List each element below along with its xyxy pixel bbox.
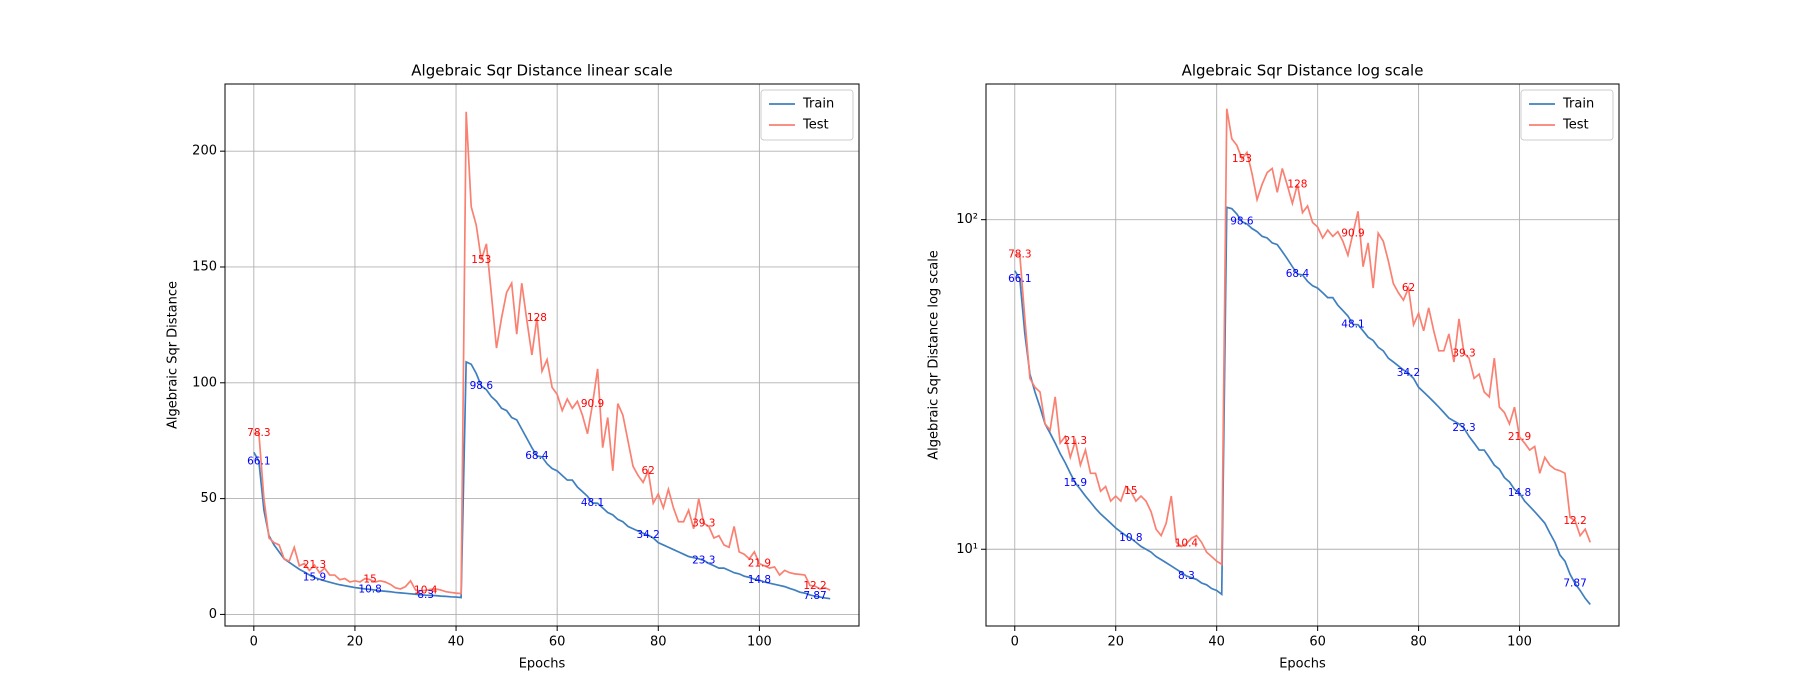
legend-label: Train — [1562, 97, 1594, 112]
y-tick-label: 10¹ — [956, 542, 978, 557]
value-label: 153 — [471, 254, 491, 266]
value-label: 68.4 — [1286, 268, 1310, 280]
y-tick-label: 100 — [192, 375, 217, 390]
value-label: 39.3 — [1452, 347, 1475, 359]
y-axis-label: Algebraic Sqr Distance — [166, 281, 181, 429]
x-tick-label: 0 — [250, 635, 258, 650]
y-tick-label: 0 — [209, 607, 217, 622]
y-tick-label: 200 — [192, 144, 217, 159]
line-series — [253, 111, 831, 595]
x-tick-label: 80 — [650, 635, 667, 650]
x-tick-label: 100 — [747, 635, 772, 650]
y-tick-label: 150 — [192, 259, 217, 274]
value-label: 15.9 — [1064, 477, 1087, 489]
x-tick-label: 40 — [1208, 635, 1225, 650]
value-label: 68.4 — [525, 450, 549, 462]
value-label: 7.87 — [1563, 578, 1586, 590]
value-label: 48.1 — [1341, 318, 1364, 330]
line-series — [1014, 108, 1592, 566]
value-label: 15 — [363, 574, 376, 586]
value-label: 90.9 — [581, 398, 604, 410]
value-label: 62 — [1402, 282, 1415, 294]
value-label: 10.8 — [1119, 532, 1142, 544]
value-label: 128 — [527, 312, 547, 324]
value-label: 23.3 — [692, 554, 715, 566]
plot-frame — [985, 83, 1620, 627]
value-label: 34.2 — [636, 529, 659, 541]
x-tick-label: 60 — [1309, 635, 1326, 650]
value-label: 21.3 — [1064, 435, 1087, 447]
x-tick-label: 0 — [1011, 635, 1019, 650]
value-label: 78.3 — [247, 427, 270, 439]
value-label: 14.8 — [1508, 487, 1531, 499]
value-label: 15.9 — [303, 572, 326, 584]
line-series — [1014, 206, 1591, 605]
value-label: 90.9 — [1341, 227, 1364, 239]
plot-frame — [224, 83, 860, 627]
value-label: 21.9 — [748, 558, 771, 570]
x-axis-label: Epochs — [519, 657, 566, 672]
value-label: 39.3 — [692, 517, 715, 529]
y-tick-label: 50 — [200, 491, 217, 506]
value-label: 8.3 — [417, 589, 434, 601]
line-series — [253, 360, 831, 600]
value-label: 21.9 — [1508, 431, 1531, 443]
value-label: 15 — [1124, 485, 1137, 497]
value-label: 14.8 — [748, 574, 771, 586]
value-label: 153 — [1232, 153, 1252, 165]
legend-label: Train — [802, 97, 834, 112]
legend-box — [760, 89, 854, 141]
x-tick-label: 100 — [1507, 635, 1532, 650]
x-tick-label: 80 — [1410, 635, 1427, 650]
x-tick-label: 60 — [549, 635, 566, 650]
chart-title: Algebraic Sqr Distance linear scale — [411, 62, 672, 80]
value-label: 10.4 — [414, 584, 438, 596]
x-axis-label: Epochs — [1279, 657, 1326, 672]
legend-label: Test — [802, 118, 829, 133]
value-label: 21.3 — [303, 559, 326, 571]
value-label: 62 — [641, 465, 654, 477]
value-label: 66.1 — [1008, 273, 1031, 285]
value-label: 98.6 — [470, 380, 494, 392]
value-label: 128 — [1287, 178, 1307, 190]
y-tick-label: 10² — [956, 212, 978, 227]
value-label: 78.3 — [1008, 249, 1031, 261]
value-label: 23.3 — [1452, 422, 1475, 434]
value-label: 98.6 — [1230, 216, 1254, 228]
value-label: 66.1 — [247, 455, 270, 467]
x-tick-label: 20 — [347, 635, 364, 650]
legend-label: Test — [1562, 118, 1589, 133]
legend-box — [1520, 89, 1614, 141]
chart-title: Algebraic Sqr Distance log scale — [1182, 62, 1424, 80]
value-label: 10.4 — [1175, 538, 1199, 550]
value-label: 48.1 — [581, 497, 604, 509]
value-label: 34.2 — [1397, 367, 1420, 379]
value-label: 10.8 — [358, 583, 381, 595]
value-label: 12.2 — [803, 580, 826, 592]
value-label: 7.87 — [803, 590, 826, 602]
value-label: 12.2 — [1563, 515, 1586, 527]
y-axis-label: Algebraic Sqr Distance log scale — [927, 250, 942, 460]
x-tick-label: 40 — [448, 635, 465, 650]
value-label: 8.3 — [1178, 570, 1195, 582]
x-tick-label: 20 — [1107, 635, 1124, 650]
